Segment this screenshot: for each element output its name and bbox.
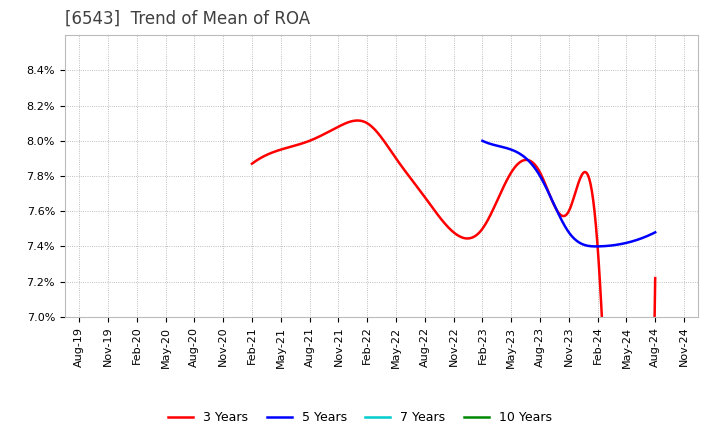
3 Years [249,160,258,165]
Line: 5 Years: 5 Years [482,141,655,246]
5 Years [581,242,590,248]
5 Years [635,236,644,242]
5 Years [478,138,487,143]
3 Years [496,191,505,197]
Legend: 3 Years, 5 Years, 7 Years, 10 Years: 3 Years, 5 Years, 7 Years, 10 Years [163,407,557,429]
5 Years [624,240,633,245]
5 Years [591,244,600,249]
5 Years [584,243,593,249]
3 Years [353,118,361,123]
3 Years [248,161,256,166]
5 Years [479,139,487,144]
5 Years [580,242,589,248]
3 Years [589,198,598,203]
Line: 3 Years: 3 Years [252,121,655,440]
5 Years [651,230,660,235]
3 Years [487,209,496,214]
Text: [6543]  Trend of Mean of ROA: [6543] Trend of Mean of ROA [65,10,310,28]
3 Years [651,275,660,281]
3 Years [489,206,498,212]
